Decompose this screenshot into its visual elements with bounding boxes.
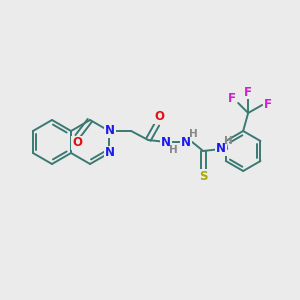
Text: N: N xyxy=(181,136,191,148)
Text: H: H xyxy=(224,136,233,146)
Text: F: F xyxy=(264,98,272,112)
Text: N: N xyxy=(105,124,115,137)
Text: F: F xyxy=(244,85,252,98)
Text: H: H xyxy=(169,145,178,155)
Text: H: H xyxy=(189,129,197,139)
Text: N: N xyxy=(105,146,115,160)
Text: S: S xyxy=(199,169,207,182)
Text: O: O xyxy=(154,110,164,124)
Text: F: F xyxy=(228,92,236,106)
Text: N: N xyxy=(216,142,226,155)
Text: N: N xyxy=(161,136,171,148)
Text: O: O xyxy=(72,136,82,149)
